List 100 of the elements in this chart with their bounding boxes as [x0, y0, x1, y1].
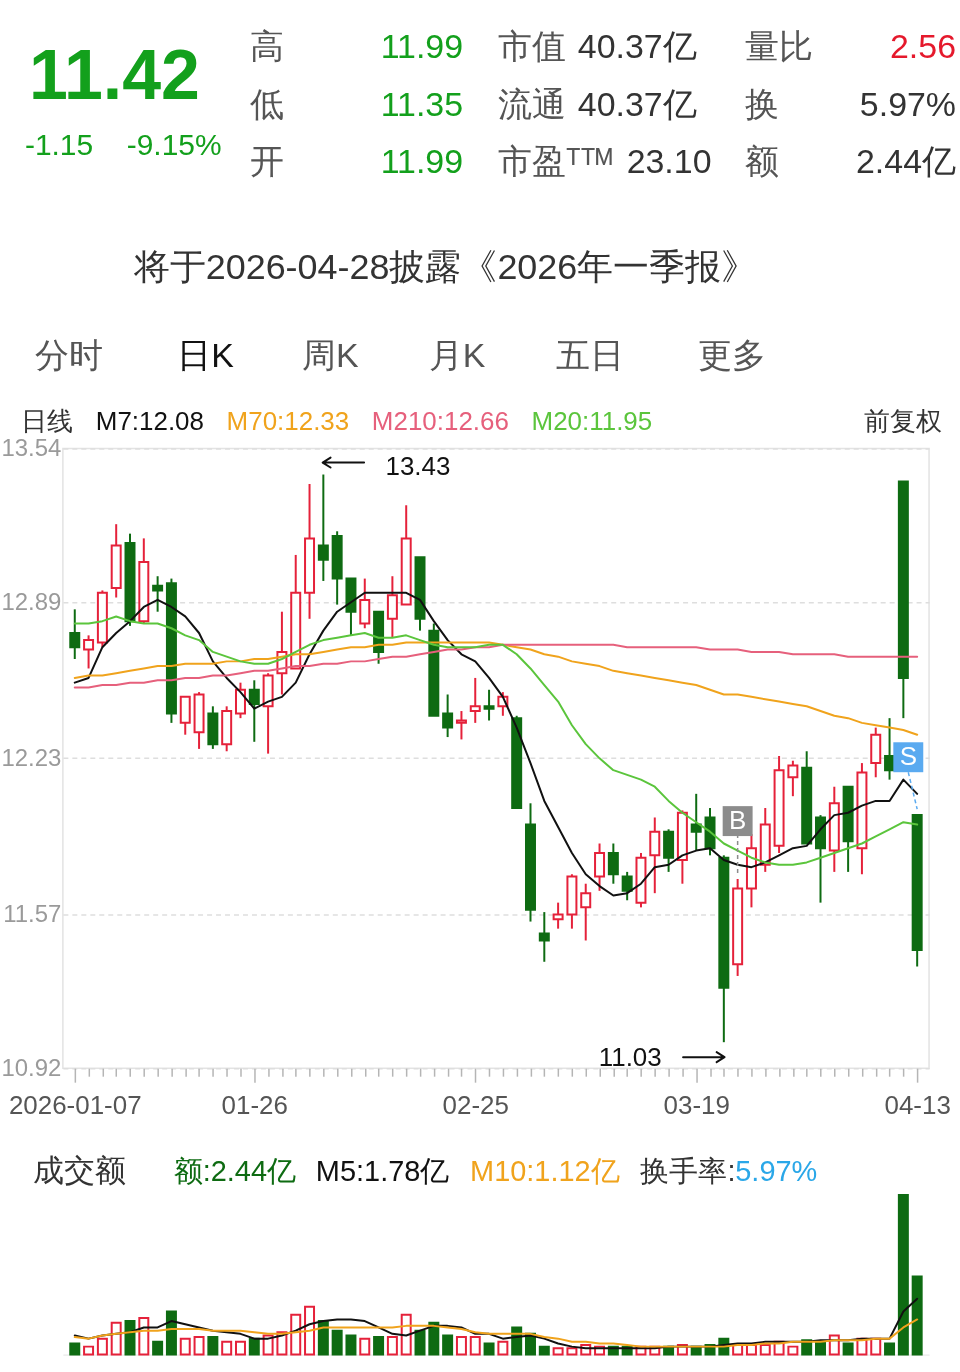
text: 2.44亿 [856, 142, 957, 181]
text: 市值 [497, 27, 566, 66]
candlestick [594, 842, 606, 892]
bar [414, 1329, 426, 1356]
candlestick [649, 816, 661, 895]
bar [442, 1334, 454, 1356]
text: 低 [250, 85, 285, 124]
text: 量比 [745, 27, 814, 66]
text: 日K [177, 335, 235, 374]
text: 换手率: [640, 1154, 736, 1187]
text: -1.15 [24, 128, 94, 162]
bar [304, 1305, 316, 1356]
bar [317, 1320, 329, 1356]
text: 分时 [34, 335, 103, 374]
text: M5:1.78亿 [315, 1154, 450, 1187]
bar [538, 1345, 550, 1356]
y-tick-label: 12.89 [1, 587, 62, 615]
bar [566, 1347, 578, 1356]
chart-title: 成交额 [32, 1152, 126, 1188]
text: M7:12.08 [95, 406, 204, 435]
bar [428, 1321, 440, 1356]
text: 5.97% [859, 85, 957, 124]
candlestick [83, 634, 95, 670]
y-tick-label: 10.92 [1, 1053, 62, 1081]
bar [552, 1347, 564, 1356]
bar [152, 1340, 164, 1356]
text: 高 [250, 27, 285, 66]
bar [207, 1336, 219, 1356]
chart-title: 日线 [20, 406, 73, 435]
candlestick [69, 608, 81, 661]
candlestick [248, 679, 260, 743]
bar [373, 1336, 385, 1356]
bar [69, 1342, 81, 1356]
bar [386, 1336, 398, 1356]
text: 2.56 [890, 27, 957, 66]
line-series [73, 643, 919, 689]
bar [290, 1313, 302, 1356]
annotation: 13.43 [385, 451, 451, 480]
text: 额 [745, 142, 780, 181]
text: 5.97% [735, 1154, 818, 1187]
bar [815, 1340, 826, 1356]
bar [234, 1340, 246, 1356]
candlestick [152, 575, 164, 613]
text: 周K [302, 335, 359, 374]
text: 流通 [497, 85, 566, 124]
candlestick [442, 693, 454, 739]
bar [483, 1342, 495, 1356]
text: 额:2.44亿 [173, 1154, 296, 1187]
candlestick [580, 882, 592, 942]
x-tick-label: 04-13 [884, 1090, 951, 1119]
x-tick-label: 2026-01-07 [8, 1090, 142, 1119]
annotation: 11.03 [598, 1043, 662, 1072]
text: 将于2026-04-28披露《2026年一季报》 [132, 245, 758, 287]
text: 11.35 [380, 85, 464, 124]
text: 11.99 [380, 27, 464, 66]
text: M20:11.95 [531, 406, 653, 435]
text: 市盈ᵀᵀᴹ [497, 142, 613, 181]
candlestick [317, 473, 329, 582]
bar [262, 1334, 274, 1356]
bar [193, 1336, 205, 1356]
candlestick [538, 911, 550, 963]
candlestick [552, 901, 564, 930]
bar [911, 1275, 923, 1356]
candlestick [483, 688, 495, 722]
bar [110, 1321, 122, 1356]
line-series [73, 615, 919, 866]
bar [884, 1342, 896, 1356]
candlestick [455, 710, 467, 741]
text: 更多 [698, 335, 767, 374]
text: 换 [745, 85, 780, 124]
candlestick [607, 842, 619, 885]
text: 40.37亿 [577, 27, 697, 66]
text: 五日 [555, 335, 624, 374]
bar [497, 1340, 509, 1356]
text: 前复权 [864, 406, 943, 435]
y-tick-label: 12.23 [1, 743, 62, 771]
bar [331, 1329, 343, 1356]
candlestick [787, 759, 799, 798]
text: 23.10 [626, 142, 712, 181]
candlestick [359, 577, 371, 630]
candlestick [621, 870, 633, 902]
y-tick-label: 13.54 [1, 433, 62, 461]
text: 11.99 [380, 142, 464, 181]
bar [469, 1336, 481, 1356]
bar [96, 1337, 108, 1356]
bar [221, 1340, 233, 1356]
bar [345, 1334, 357, 1356]
bar [83, 1345, 95, 1356]
text: 开 [250, 142, 285, 181]
annotation: S [899, 742, 917, 771]
candlestick [690, 792, 702, 852]
bar [455, 1336, 467, 1356]
text: M70:12.33 [226, 406, 350, 435]
candlestick [386, 575, 398, 639]
bar [179, 1337, 191, 1356]
candlestick [469, 676, 481, 724]
line-series [73, 591, 919, 897]
x-tick-label: 03-19 [663, 1090, 730, 1119]
text: 40.37亿 [577, 85, 697, 124]
bar [897, 1193, 909, 1356]
